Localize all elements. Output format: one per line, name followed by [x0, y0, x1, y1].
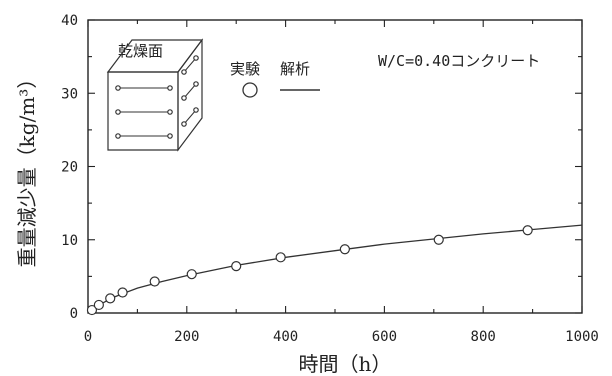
y-tick-label: 0	[70, 306, 78, 322]
experiment-point	[339, 244, 350, 255]
analysis-curve	[87, 224, 583, 314]
y-tick-label: 40	[61, 13, 78, 29]
y-tick-label: 30	[61, 86, 78, 102]
experiment-points-group	[86, 225, 533, 316]
x-tick-label: 1000	[565, 329, 599, 345]
x-tick-label: 800	[471, 329, 496, 345]
condition-label: W/C=0.40コンクリート	[378, 52, 540, 70]
x-tick-label: 0	[84, 329, 92, 345]
x-tick-label: 600	[372, 329, 397, 345]
experiment-point	[275, 252, 286, 263]
legend-experiment-label: 実験	[230, 60, 260, 78]
legend: 実験 解析	[230, 60, 320, 98]
y-tick-label: 20	[61, 160, 78, 176]
x-axis-title: 時間（h）	[299, 352, 392, 376]
experiment-point	[522, 225, 533, 236]
y-tick-label: 10	[61, 233, 78, 249]
experiment-point	[86, 304, 98, 316]
legend-analysis-label: 解析	[280, 60, 310, 78]
experiment-point	[186, 269, 197, 280]
experiment-point	[433, 234, 444, 245]
y-axis-title: 重量減少量（kg/m³）	[15, 69, 39, 268]
specimen-cube-drawing	[106, 38, 204, 152]
experiment-point	[149, 276, 160, 287]
experiment-point	[105, 293, 116, 304]
experiment-point	[93, 299, 104, 311]
x-tick-label: 400	[273, 329, 298, 345]
ticks: 0 200 400 600 800 1000 0 10 20 30 40	[61, 13, 599, 345]
legend-experiment-marker	[242, 82, 258, 98]
experiment-point	[231, 261, 242, 272]
experiment-point	[117, 287, 128, 298]
analysis-curve-group	[87, 224, 583, 314]
specimen-inset: 乾燥面	[106, 38, 204, 152]
drying-surface-label: 乾燥面	[118, 42, 163, 60]
x-tick-label: 200	[174, 329, 199, 345]
